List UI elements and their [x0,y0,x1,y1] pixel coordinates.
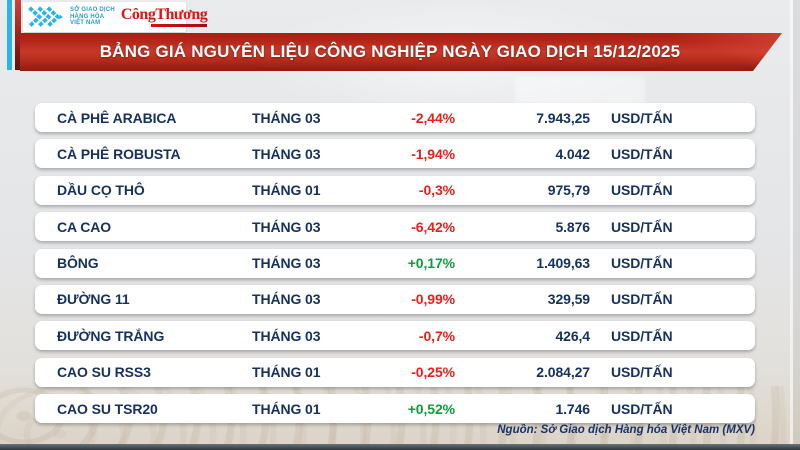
table-row: CA CAO THÁNG 03 -6,42% 5.876 USD/TẤN [35,212,755,242]
price-value: 329,59 [547,291,590,308]
table-row: CÀ PHÊ ARABICA THÁNG 03 -2,44% 7.943,25 … [35,103,755,132]
mxv-org-line: SỞ GIAO DỊCH [70,6,115,13]
commodity-name: CÀ PHÊ ROBUSTA [57,145,181,162]
change-percent: -0,3% [418,182,455,199]
congthuong-logo-text: CôngThương [120,6,208,23]
mxv-logo-icon [28,6,63,28]
right-edge-highlight [790,0,793,450]
source-note: Nguồn: Sở Giao dịch Hàng hóa Việt Nam (M… [497,424,755,436]
price-unit: USD/TẤN [611,364,673,381]
price-value: 2.084,27 [536,364,590,381]
commodity-name: CÀ PHÊ ARABICA [57,109,177,126]
price-unit: USD/TẤN [611,255,673,272]
table-row: CAO SU TSR20 THÁNG 01 +0,52% 1.746 USD/T… [35,394,755,424]
change-percent: -6,42% [411,218,455,235]
congthuong-logo: CôngThương [120,6,208,27]
mxv-org-name: SỞ GIAO DỊCH HÀNG HÓA VIỆT NAM [70,7,115,27]
table-row: ĐƯỜNG 11 THÁNG 03 -0,99% 329,59 USD/TẤN [35,284,755,314]
contract-month: THÁNG 03 [252,109,321,126]
contract-month: THÁNG 01 [252,182,321,199]
right-edge-shade [793,0,800,450]
contract-month: THÁNG 03 [252,327,321,344]
change-percent: -0,7% [418,327,455,344]
price-unit: USD/TẤN [611,218,673,235]
congthuong-logo-underline [151,24,208,27]
price-value: 1.746 [555,400,590,417]
commodity-name: CAO SU TSR20 [57,400,158,417]
change-percent: +0,17% [407,255,455,272]
price-unit: USD/TẤN [611,291,673,308]
page-title: BẢNG GIÁ NGUYÊN LIỆU CÔNG NGHIỆP NGÀY GI… [99,42,681,61]
price-value: 4.042 [555,145,590,162]
change-percent: -2,44% [411,109,455,126]
price-value: 5.876 [555,218,590,235]
price-unit: USD/TẤN [611,400,673,417]
table-row: CÀ PHÊ ROBUSTA THÁNG 03 -1,94% 4.042 USD… [35,139,755,169]
table-row: BÔNG THÁNG 03 +0,17% 1.409,63 USD/TẤN [35,248,755,278]
table-row: DẦU CỌ THÔ THÁNG 01 -0,3% 975,79 USD/TẤN [35,175,755,205]
price-value: 7.943,25 [536,109,590,126]
title-banner: BẢNG GIÁ NGUYÊN LIỆU CÔNG NGHIỆP NGÀY GI… [20,33,782,71]
price-unit: USD/TẤN [611,145,673,162]
table-row: CAO SU RSS3 THÁNG 01 -0,25% 2.084,27 USD… [35,357,755,387]
change-percent: -0,25% [411,364,455,381]
price-unit: USD/TẤN [611,109,673,126]
contract-month: THÁNG 03 [252,218,321,235]
mxv-org-line: HÀNG HÓA [70,13,105,20]
price-unit: USD/TẤN [611,182,673,199]
commodity-name: ĐƯỜNG 11 [57,291,130,308]
mxv-org-line: VIỆT NAM [70,20,101,27]
contract-month: THÁNG 01 [252,364,321,381]
change-percent: +0,52% [407,400,455,417]
price-value: 1.409,63 [536,255,590,272]
bottom-edge-bar [0,444,800,450]
left-accent-stripe-cyan [7,0,12,70]
commodity-name: CA CAO [57,218,112,235]
change-percent: -1,94% [411,145,455,162]
commodity-name: ĐƯỜNG TRẮNG [57,327,165,344]
table-row: ĐƯỜNG TRẮNG THÁNG 03 -0,7% 426,4 USD/TẤN [35,321,755,351]
price-unit: USD/TẤN [611,327,673,344]
contract-month: THÁNG 03 [252,145,321,162]
left-accent-stripe-red [15,0,21,70]
commodity-name: BÔNG [57,255,99,272]
contract-month: THÁNG 03 [252,291,321,308]
contract-month: THÁNG 01 [252,400,321,417]
price-value: 426,4 [555,327,590,344]
commodity-name: CAO SU RSS3 [57,364,151,381]
price-table: CÀ PHÊ ARABICA THÁNG 03 -2,44% 7.943,25 … [35,103,755,424]
change-percent: -0,99% [411,291,455,308]
commodity-name: DẦU CỌ THÔ [57,182,145,199]
price-value: 975,79 [547,182,590,199]
contract-month: THÁNG 03 [252,255,321,272]
logo-strip: SỞ GIAO DỊCH HÀNG HÓA VIỆT NAM CôngThươn… [23,2,208,32]
